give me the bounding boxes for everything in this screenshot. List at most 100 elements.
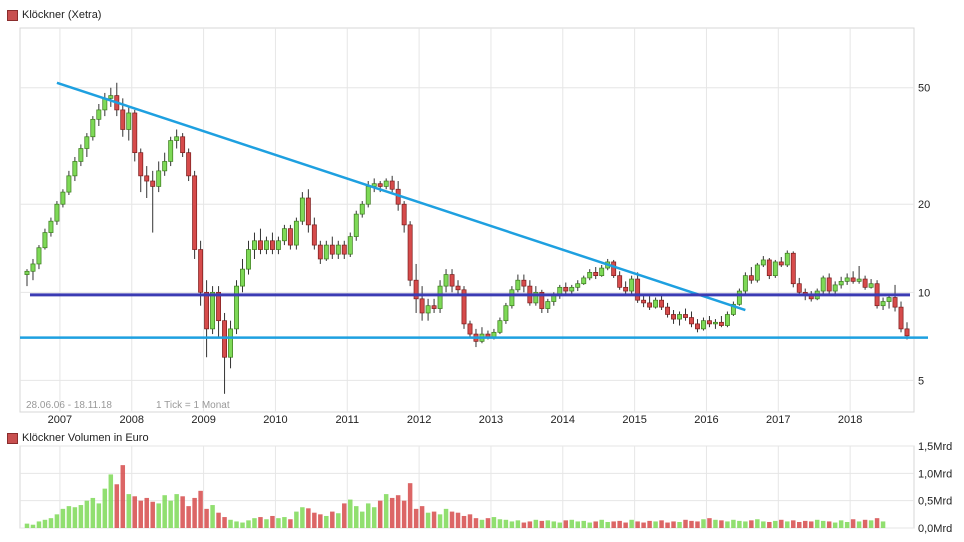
candle-body-up: [880, 301, 886, 307]
candle: [222, 312, 227, 394]
volume-tick-label: 0,0Mrd: [918, 523, 952, 535]
year-tick-label: 2010: [263, 414, 287, 426]
candle: [455, 280, 461, 295]
candle: [569, 284, 575, 294]
volume-bar-down: [802, 520, 808, 528]
volume-bar-up: [240, 522, 245, 528]
candle: [84, 133, 90, 157]
volume-bar-down: [719, 520, 724, 528]
candle: [275, 236, 281, 255]
year-tick-label: 2014: [551, 414, 575, 426]
year-tick-label: 2018: [838, 414, 862, 426]
candle-body-up: [42, 232, 48, 249]
candle: [515, 274, 521, 293]
candle-body-down: [790, 252, 796, 285]
candle: [647, 296, 653, 311]
candle: [156, 161, 162, 193]
candle-body-down: [539, 291, 545, 309]
candle-body-down: [311, 224, 317, 246]
candle-body-up: [66, 175, 72, 193]
candle-body-up: [252, 240, 257, 250]
candle: [323, 240, 329, 261]
candle-body-up: [784, 252, 790, 266]
volume-bar-up: [156, 503, 161, 528]
volume-bar-down: [779, 519, 784, 528]
candle-body-up: [509, 289, 515, 307]
candle: [293, 217, 299, 250]
year-tick-label: 2015: [622, 414, 646, 426]
candle-body-down: [258, 240, 263, 250]
candle-body-down: [144, 175, 150, 182]
candle: [695, 319, 700, 333]
volume-bar-down: [413, 508, 419, 528]
candle-body-up: [72, 161, 78, 177]
volume-bar-down: [850, 519, 856, 528]
candle-body-down: [377, 183, 383, 187]
volume-bar-down: [144, 497, 149, 528]
volume-bar-up: [838, 520, 844, 528]
candle-body-up: [234, 285, 239, 330]
candle: [784, 250, 790, 268]
volume-bar-up: [599, 519, 604, 528]
candle-body-down: [796, 283, 802, 293]
year-tick-label: 2009: [191, 414, 215, 426]
volume-bar-up: [761, 521, 766, 528]
candle: [443, 269, 449, 293]
volume-bar-up: [557, 522, 563, 528]
volume-tick-label: 0,5Mrd: [918, 496, 952, 508]
candle: [844, 273, 850, 285]
volume-bar-down: [593, 521, 598, 528]
volume-bar-up: [880, 521, 886, 528]
candle: [617, 271, 623, 290]
candle-body-down: [317, 244, 323, 260]
candle: [892, 284, 898, 312]
volume-tick-label: 1,5Mrd: [918, 441, 952, 453]
candle: [629, 275, 635, 294]
candle-body-down: [449, 274, 455, 287]
candle: [820, 275, 826, 294]
candle: [659, 294, 665, 311]
candle: [162, 152, 168, 176]
volume-bar-up: [437, 514, 443, 528]
candle-body-down: [401, 203, 407, 226]
candle-body-up: [48, 220, 54, 233]
candle-body-up: [168, 140, 174, 162]
candle-body-up: [629, 278, 635, 292]
candle: [635, 272, 641, 303]
candle: [527, 280, 533, 306]
candle: [754, 262, 760, 283]
candle-body-up: [443, 274, 449, 287]
candle: [509, 286, 515, 309]
candle: [383, 178, 389, 190]
volume-bar-up: [108, 474, 114, 528]
candle-body-up: [587, 272, 593, 279]
volume-bar-up: [228, 519, 233, 528]
candle-body-up: [503, 305, 509, 322]
volume-bar-down: [467, 514, 473, 528]
candle-body-up: [701, 320, 706, 330]
volume-bar-down: [204, 508, 209, 528]
candle: [192, 170, 198, 259]
candle: [60, 189, 66, 208]
candle-body-up: [174, 136, 180, 141]
candle: [341, 240, 347, 259]
candle-body-up: [569, 286, 575, 292]
candle-body-up: [365, 186, 371, 205]
candle: [479, 327, 485, 344]
volume-bar-up: [725, 521, 730, 528]
candle-body-up: [581, 277, 587, 285]
candle-body-down: [778, 261, 784, 266]
volume-bar-up: [30, 524, 36, 528]
year-tick-label: 2011: [335, 414, 359, 426]
volume-bar-down: [389, 497, 395, 528]
tick-info-label: 1 Tick = 1 Monat: [156, 400, 230, 411]
candle: [742, 272, 748, 294]
candle-body-up: [575, 283, 581, 288]
candle-body-down: [407, 224, 413, 281]
candle: [683, 308, 688, 321]
candle: [407, 221, 413, 287]
candle: [862, 275, 868, 290]
volume-bar-up: [844, 521, 850, 528]
volume-bar-up: [324, 515, 329, 528]
candle: [599, 264, 605, 277]
